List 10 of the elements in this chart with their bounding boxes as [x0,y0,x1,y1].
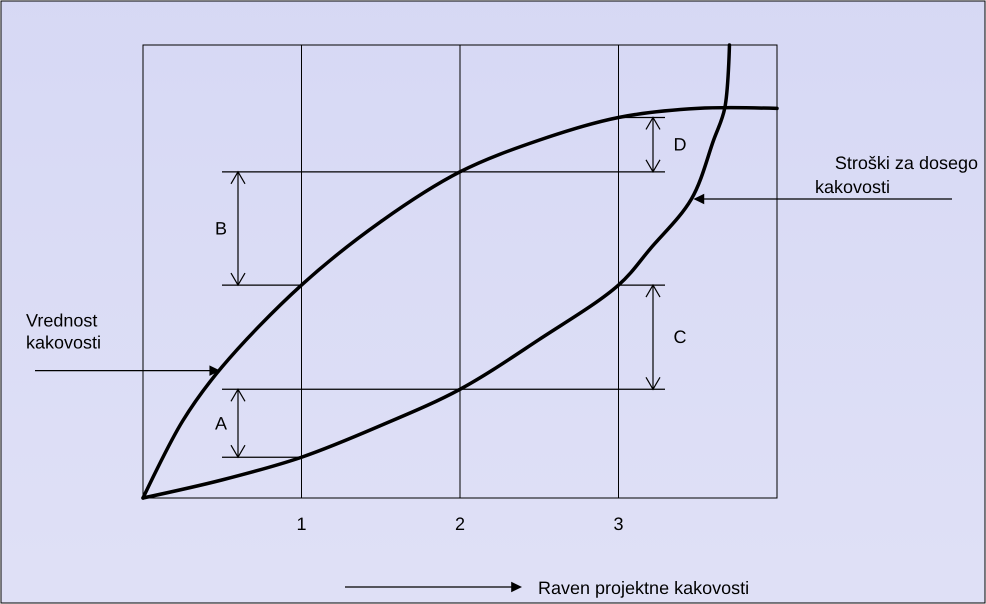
x-tick-label: 3 [613,514,624,534]
annotation: B [214,218,228,238]
x-axis-title: Raven projektne kakovosti [538,578,750,598]
annotation: D [674,134,686,155]
text: Stroški za dosego kakovosti [814,153,978,198]
x-tick-label: 2 [454,514,466,534]
text: Vrednost kakovosti [26,310,102,353]
x-tick-label: 1 [296,514,307,534]
annotation: C [674,327,686,348]
annotation: A [214,413,228,434]
